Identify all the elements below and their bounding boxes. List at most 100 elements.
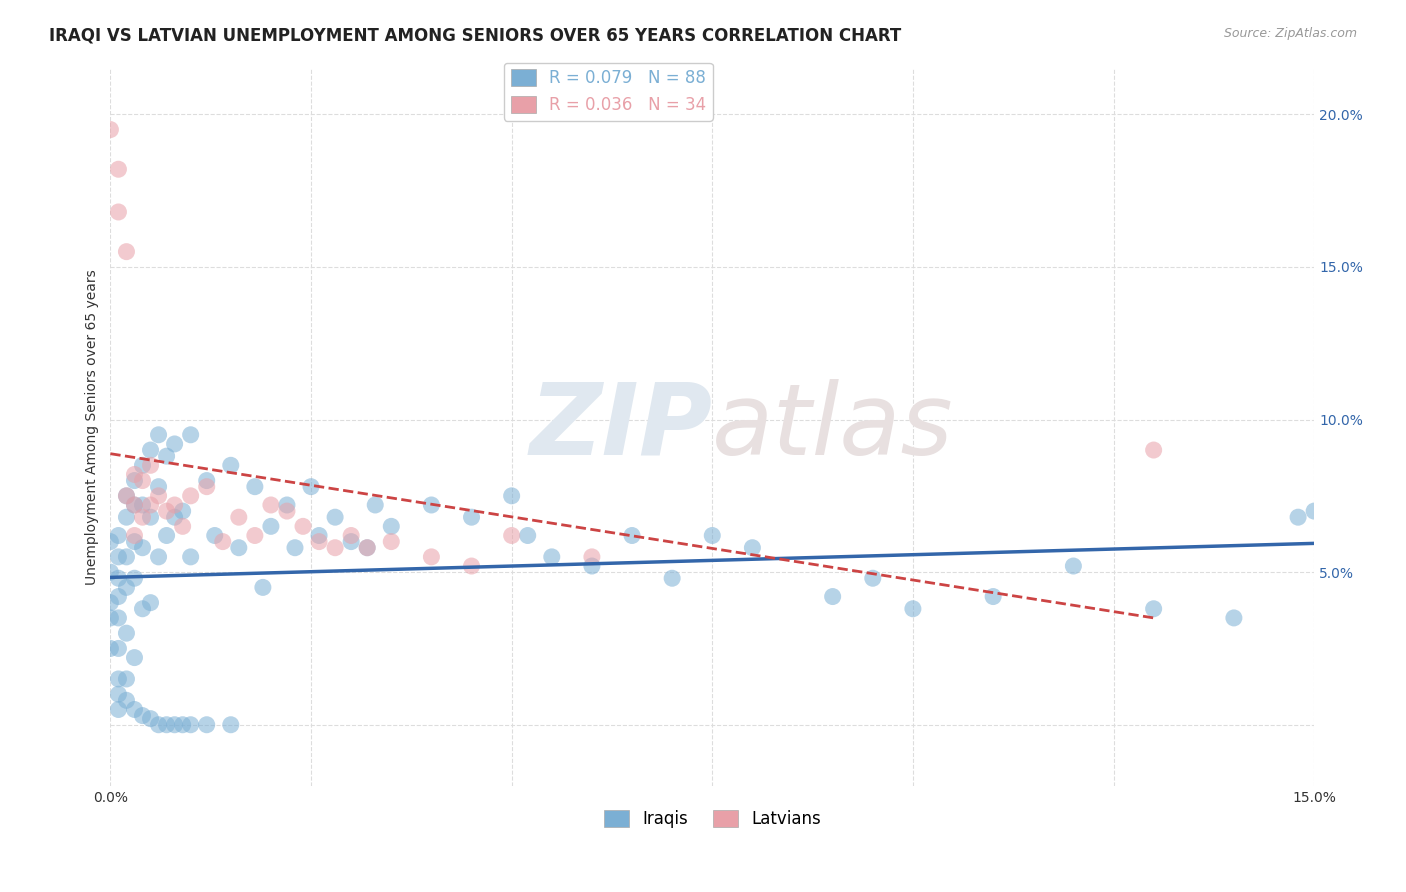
- Point: [115, 489, 138, 503]
- Point: [115, 581, 138, 595]
- Point: [148, 549, 170, 564]
- Point: [219, 717, 242, 731]
- Point: [131, 474, 153, 488]
- Point: [292, 519, 315, 533]
- Point: [163, 498, 186, 512]
- Point: [356, 541, 378, 555]
- Point: [163, 510, 186, 524]
- Point: [1223, 611, 1246, 625]
- Point: [107, 672, 129, 686]
- Point: [862, 571, 884, 585]
- Point: [107, 162, 129, 177]
- Point: [323, 510, 346, 524]
- Point: [1143, 601, 1166, 615]
- Point: [195, 474, 218, 488]
- Point: [741, 541, 763, 555]
- Point: [364, 498, 387, 512]
- Point: [131, 708, 153, 723]
- Point: [107, 549, 129, 564]
- Point: [131, 541, 153, 555]
- Point: [260, 519, 283, 533]
- Point: [124, 702, 146, 716]
- Point: [107, 571, 129, 585]
- Point: [420, 498, 443, 512]
- Point: [100, 122, 122, 136]
- Point: [115, 489, 138, 503]
- Point: [107, 528, 129, 542]
- Point: [172, 717, 194, 731]
- Point: [1143, 443, 1166, 458]
- Point: [107, 641, 129, 656]
- Point: [115, 626, 138, 640]
- Point: [501, 489, 523, 503]
- Point: [299, 480, 322, 494]
- Point: [107, 205, 129, 219]
- Point: [115, 693, 138, 707]
- Text: ZIP: ZIP: [529, 378, 713, 475]
- Point: [163, 437, 186, 451]
- Point: [276, 504, 298, 518]
- Point: [107, 702, 129, 716]
- Point: [115, 549, 138, 564]
- Point: [124, 528, 146, 542]
- Point: [148, 427, 170, 442]
- Point: [100, 611, 122, 625]
- Point: [124, 467, 146, 482]
- Point: [180, 427, 202, 442]
- Point: [115, 510, 138, 524]
- Point: [1286, 510, 1309, 524]
- Point: [148, 489, 170, 503]
- Point: [540, 549, 562, 564]
- Point: [115, 672, 138, 686]
- Point: [148, 480, 170, 494]
- Point: [276, 498, 298, 512]
- Point: [131, 498, 153, 512]
- Point: [139, 443, 162, 458]
- Point: [581, 549, 603, 564]
- Point: [340, 528, 363, 542]
- Point: [460, 510, 482, 524]
- Point: [155, 717, 177, 731]
- Point: [211, 534, 233, 549]
- Text: atlas: atlas: [713, 378, 953, 475]
- Point: [661, 571, 683, 585]
- Text: IRAQI VS LATVIAN UNEMPLOYMENT AMONG SENIORS OVER 65 YEARS CORRELATION CHART: IRAQI VS LATVIAN UNEMPLOYMENT AMONG SENI…: [49, 27, 901, 45]
- Y-axis label: Unemployment Among Seniors over 65 years: Unemployment Among Seniors over 65 years: [86, 269, 100, 585]
- Point: [195, 480, 218, 494]
- Point: [356, 541, 378, 555]
- Point: [139, 510, 162, 524]
- Point: [180, 717, 202, 731]
- Point: [219, 458, 242, 473]
- Point: [139, 596, 162, 610]
- Point: [124, 498, 146, 512]
- Point: [100, 534, 122, 549]
- Point: [420, 549, 443, 564]
- Point: [460, 559, 482, 574]
- Point: [172, 519, 194, 533]
- Point: [981, 590, 1004, 604]
- Legend: Iraqis, Latvians: Iraqis, Latvians: [598, 804, 828, 835]
- Point: [115, 244, 138, 259]
- Point: [260, 498, 283, 512]
- Point: [155, 528, 177, 542]
- Text: Source: ZipAtlas.com: Source: ZipAtlas.com: [1223, 27, 1357, 40]
- Point: [228, 541, 250, 555]
- Point: [581, 559, 603, 574]
- Point: [155, 504, 177, 518]
- Point: [155, 449, 177, 463]
- Point: [380, 519, 402, 533]
- Point: [821, 590, 844, 604]
- Point: [131, 601, 153, 615]
- Point: [107, 611, 129, 625]
- Point: [228, 510, 250, 524]
- Point: [180, 549, 202, 564]
- Point: [702, 528, 724, 542]
- Point: [252, 581, 274, 595]
- Point: [124, 650, 146, 665]
- Point: [139, 458, 162, 473]
- Point: [901, 601, 924, 615]
- Point: [204, 528, 226, 542]
- Point: [172, 504, 194, 518]
- Point: [131, 510, 153, 524]
- Point: [621, 528, 644, 542]
